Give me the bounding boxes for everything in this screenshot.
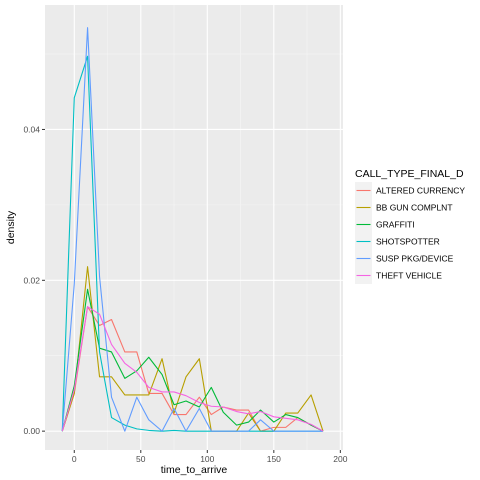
- y-axis-title: density: [5, 210, 17, 244]
- x-tick-label: 150: [267, 454, 281, 464]
- legend-label-theft-vehicle: THEFT VEHICLE: [376, 271, 442, 281]
- legend-label-altered-currency: ALTERED CURRENCY: [376, 186, 465, 196]
- legend-items: ALTERED CURRENCY BB GUN COMPLNT GRAFFITI SH…: [355, 182, 465, 284]
- y-axis: 0.00 0.02 0.04: [23, 124, 45, 436]
- x-tick-label: 50: [136, 454, 146, 464]
- x-tick-label: 200: [333, 454, 347, 464]
- legend-title: CALL_TYPE_FINAL_D: [355, 168, 464, 180]
- x-axis: 0 50 100 150 200: [72, 450, 348, 464]
- x-tick-label: 100: [200, 454, 214, 464]
- x-axis-title: time_to_arrive: [161, 464, 228, 476]
- x-tick-label: 0: [72, 454, 77, 464]
- legend-label-shotspotter: SHOTSPOTTER: [376, 237, 440, 247]
- legend-label-graffiti: GRAFFITI: [376, 220, 415, 230]
- legend: CALL_TYPE_FINAL_D ALTERED CURRENCY BB GUN…: [355, 168, 465, 284]
- y-tick-label: 0.00: [23, 426, 40, 436]
- y-tick-label: 0.02: [23, 275, 40, 285]
- legend-label-bb-gun-complnt: BB GUN COMPLNT: [376, 203, 453, 213]
- legend-label-susp-pkg-device: SUSP PKG/DEVICE: [376, 254, 454, 264]
- y-tick-label: 0.04: [23, 124, 40, 134]
